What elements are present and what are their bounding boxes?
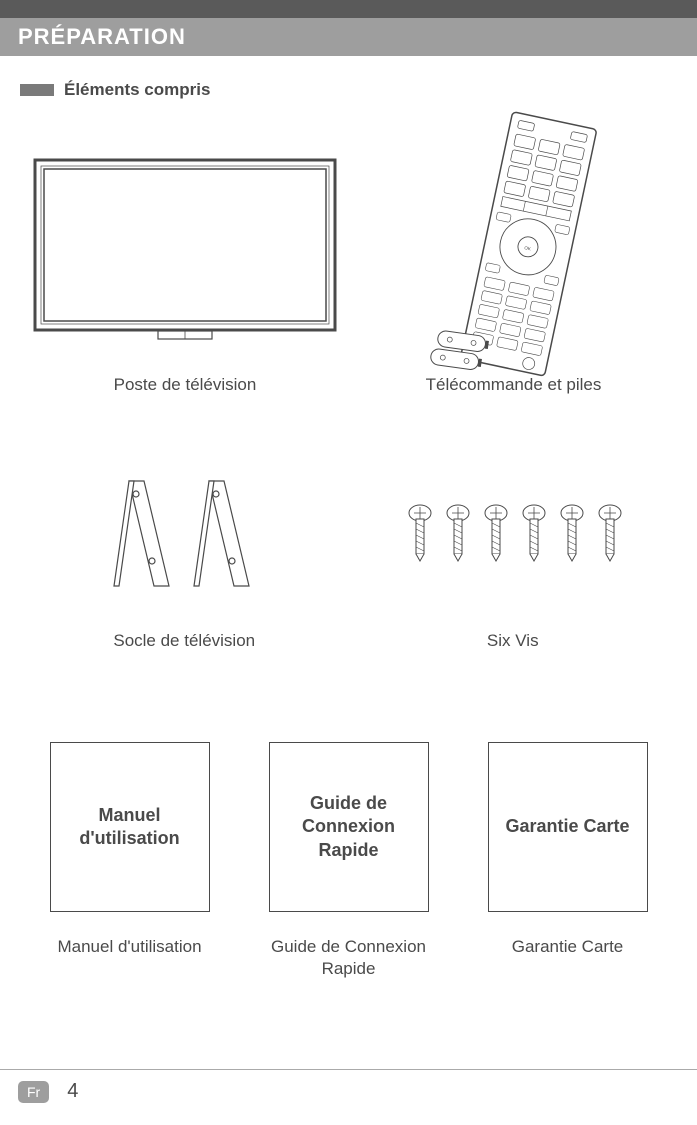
item-manual: Manuel d'utilisation Manuel d'utilisatio…: [30, 742, 229, 980]
quick-label: Guide de Connexion Rapide: [249, 936, 448, 980]
stand-label: Socle de télévision: [113, 630, 255, 652]
lang-badge: Fr: [18, 1081, 49, 1103]
stand-icon: [74, 466, 294, 606]
row-tv-remote: Poste de télévision: [30, 150, 667, 396]
stand-illustration: [74, 466, 294, 606]
item-screws: Six Vis: [359, 466, 668, 652]
screws-icon: [398, 499, 628, 574]
section-mark: [20, 84, 54, 96]
item-warranty: Garantie Carte Garantie Carte: [468, 742, 667, 980]
remote-label: Télécommande et piles: [426, 374, 602, 396]
item-remote: OK: [360, 150, 667, 396]
manual-illustration: Manuel d'utilisation: [50, 742, 210, 912]
row-stand-screws: Socle de télévision: [30, 466, 667, 652]
top-bar: [0, 0, 697, 18]
screws-label: Six Vis: [487, 630, 539, 652]
tv-illustration: [30, 150, 340, 350]
tv-label: Poste de télévision: [114, 374, 257, 396]
quick-box: Guide de Connexion Rapide: [269, 742, 429, 912]
manual-box: Manuel d'utilisation: [50, 742, 210, 912]
item-stand: Socle de télévision: [30, 466, 339, 652]
quick-illustration: Guide de Connexion Rapide: [269, 742, 429, 912]
content: Poste de télévision: [0, 150, 697, 980]
remote-illustration: OK: [424, 150, 604, 350]
tv-icon: [30, 155, 340, 345]
warranty-box: Garantie Carte: [488, 742, 648, 912]
section-title: Éléments compris: [64, 80, 210, 100]
item-quick: Guide de Connexion Rapide Guide de Conne…: [249, 742, 448, 980]
manual-label: Manuel d'utilisation: [57, 936, 201, 958]
warranty-illustration: Garantie Carte: [488, 742, 648, 912]
remote-icon: OK: [424, 110, 604, 390]
item-tv: Poste de télévision: [30, 150, 340, 396]
screws-illustration: [398, 466, 628, 606]
footer: Fr 4: [0, 1069, 697, 1103]
section-header: Éléments compris: [0, 80, 697, 100]
row-docs: Manuel d'utilisation Manuel d'utilisatio…: [30, 742, 667, 980]
header-title: PRÉPARATION: [0, 18, 697, 56]
footer-inner: Fr 4: [0, 1070, 697, 1103]
warranty-label: Garantie Carte: [512, 936, 624, 958]
page-number: 4: [67, 1080, 78, 1103]
